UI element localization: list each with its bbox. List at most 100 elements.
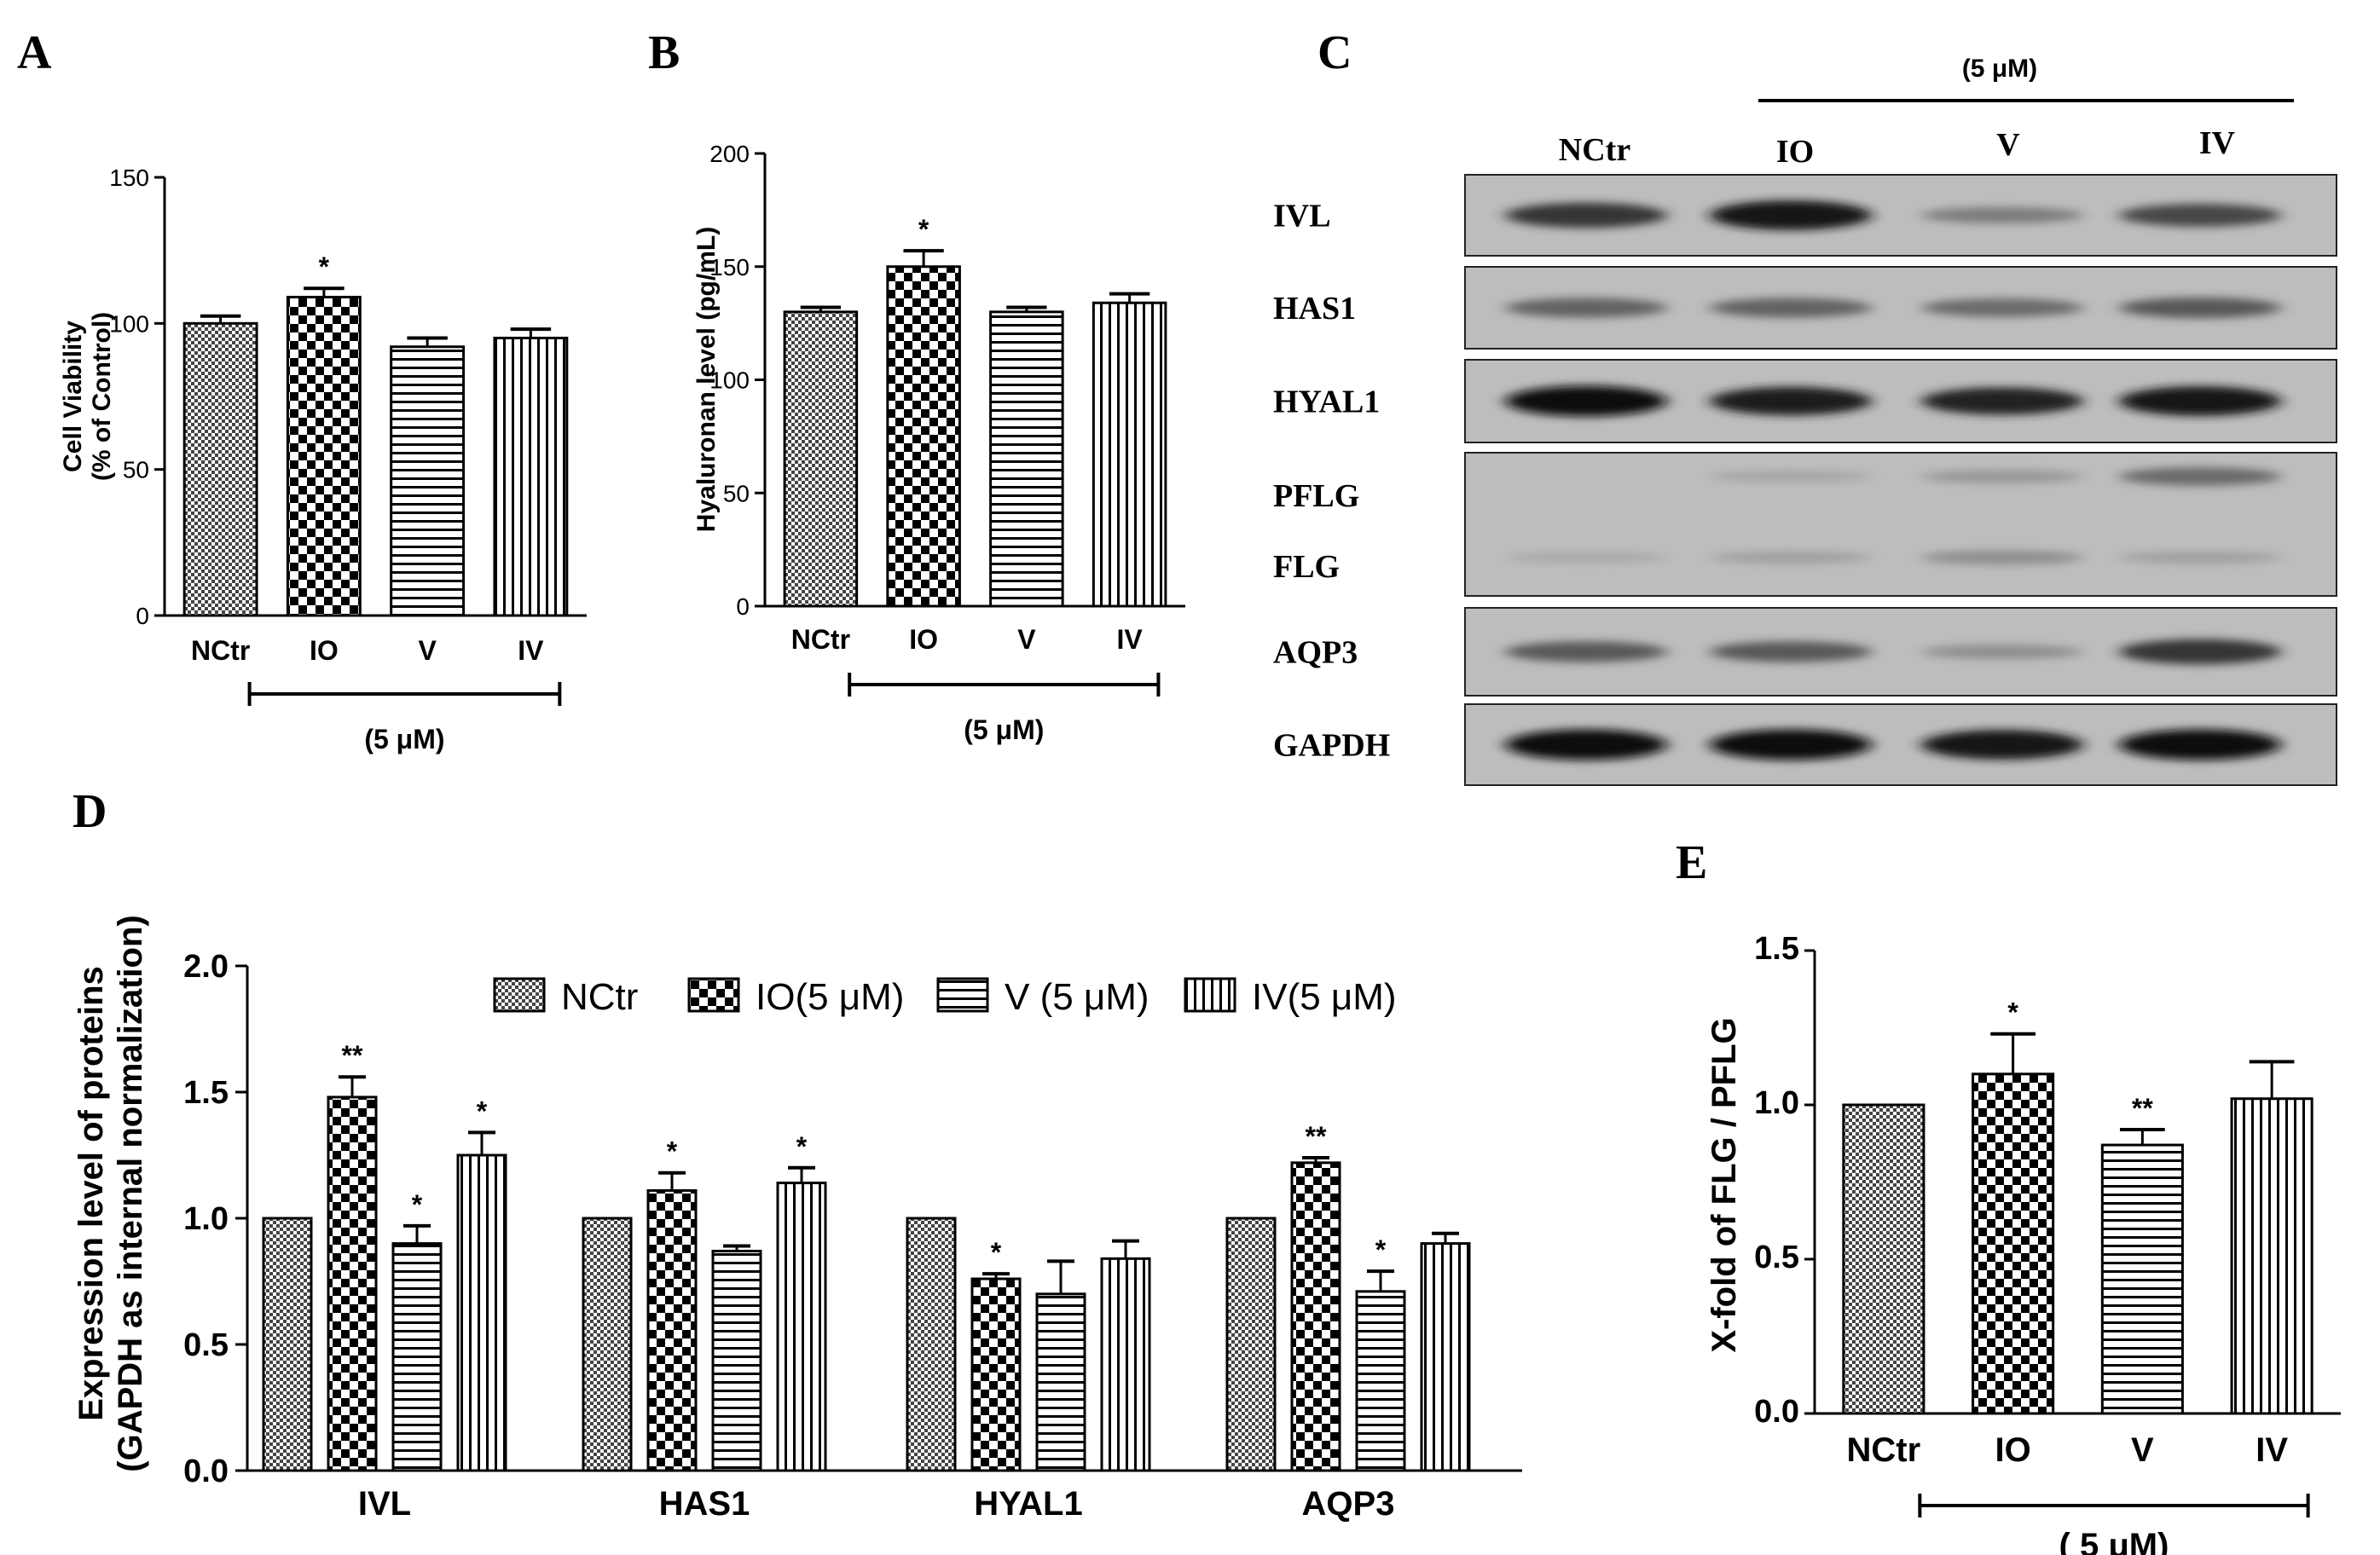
blot-band-has1-iv: [2119, 297, 2281, 319]
blot-strip-5: [1464, 703, 2337, 786]
blot-band-hyal1-iv: [2119, 386, 2281, 416]
legend-item-1: IO(5 μM): [687, 976, 904, 1018]
y-axis-title: X-fold of FLG / PFLG: [1705, 1017, 1743, 1352]
blot-band-hyal1-io: [1710, 386, 1872, 416]
legend-swatch: [936, 977, 989, 1013]
blot-band-ivl-io: [1710, 200, 1872, 230]
chart-b-hyaluronan: 0 50 100 150 200 NCtr * IO V IV (5 μM) Hyaluronan l…: [692, 141, 1185, 745]
bar-ivl-series-2: [391, 1242, 443, 1472]
y-axis-title-line2: (% of Control): [88, 312, 116, 481]
legend-swatch: [687, 977, 740, 1013]
y-tick-label: 0.0: [1754, 1394, 1799, 1430]
bar-iv: [1092, 301, 1167, 608]
x-category-label: IV: [2255, 1431, 2288, 1469]
blot-band-has1-io: [1710, 298, 1872, 318]
blot-band-has1-v: [1921, 298, 2083, 317]
y-tick-label: 1.5: [183, 1075, 229, 1111]
chart-e-flg-pflg-ratio: 0.0 0.5 1.0 1.5 NCtr * IO ** V IV ( 5 μM) X-fold of…: [1705, 931, 2341, 1555]
bar-nctr: [182, 321, 258, 617]
bar-v: [989, 310, 1064, 608]
legend-swatch: [1184, 977, 1236, 1013]
significance-mark: *: [2007, 997, 2018, 1028]
y-tick-label: 0.5: [183, 1327, 229, 1363]
blot-row-label-gapdh: GAPDH: [1273, 728, 1390, 764]
western-blot: (5 μM) NCtr IO V IV IVL HAS1 HYAL1 PFLG FLG A…: [1273, 55, 2337, 786]
blot-band-ivl-nctr: [1505, 202, 1667, 228]
legend-item-2: V (5 μM): [936, 976, 1149, 1018]
legend-item-0: NCtr: [493, 976, 638, 1018]
bar-hyal1-series-1: [970, 1277, 1022, 1472]
x-category-label: IO: [909, 624, 938, 655]
x-category-label: V: [1017, 624, 1036, 655]
bar-aqp3-series-3: [1420, 1242, 1471, 1472]
blot-band-has1-nctr: [1505, 298, 1667, 318]
blot-row-label-flg: FLG: [1273, 549, 1340, 585]
blot-band-flg-io: [1710, 552, 1872, 564]
legend-label: IO(5 μM): [756, 976, 904, 1018]
bar-has1-series-3: [776, 1182, 827, 1472]
y-tick-label: 1.0: [183, 1201, 229, 1237]
treatment-bracket-label: ( 5 μM): [2059, 1527, 2169, 1555]
blot-band-gapdh-io: [1710, 729, 1872, 760]
y-tick-label: 200: [709, 141, 750, 167]
significance-mark: *: [667, 1136, 678, 1167]
y-axis-title-line2: (GAPDH as internal normalization): [112, 915, 149, 1471]
blot-lane-label-iv: IV: [2199, 125, 2236, 161]
blot-row-label-aqp3: AQP3: [1273, 635, 1358, 671]
x-category-label: IO: [1995, 1431, 2031, 1469]
bar-nctr: [1842, 1103, 1925, 1415]
bar-nctr: [783, 310, 859, 608]
x-category-label: HYAL1: [974, 1485, 1082, 1523]
blot-lane-label-v: V: [1996, 127, 2020, 163]
blot-band-flg-v: [1921, 550, 2083, 565]
blot-lane-label-io: IO: [1776, 134, 1814, 170]
x-category-label: IVL: [358, 1485, 411, 1523]
bar-v: [390, 345, 466, 617]
blot-band-flg-iv: [2119, 552, 2281, 564]
bar-hyal1-series-0: [906, 1217, 957, 1472]
blot-band-pflg-v: [1921, 470, 2083, 483]
y-tick-label: 50: [123, 457, 149, 483]
legend-label: NCtr: [561, 976, 638, 1018]
blot-band-gapdh-nctr: [1505, 729, 1667, 760]
bar-v: [2100, 1143, 2184, 1415]
blot-band-pflg-io: [1710, 471, 1872, 483]
legend-swatch: [493, 977, 546, 1013]
bar-ivl-series-3: [456, 1153, 507, 1472]
x-category-label: HAS1: [659, 1485, 750, 1523]
significance-mark: *: [319, 251, 330, 282]
bar-hyal1-series-2: [1035, 1292, 1086, 1472]
bar-aqp3-series-1: [1290, 1161, 1341, 1472]
panel-letter-d: D: [72, 785, 107, 838]
blot-band-hyal1-nctr: [1505, 385, 1667, 417]
blot-band-ivl-v: [1921, 206, 2083, 224]
blot-band-ivl-iv: [2119, 204, 2281, 227]
y-tick-label: 50: [723, 480, 750, 506]
blot-band-gapdh-v: [1921, 730, 2083, 760]
panel-letter-a: A: [17, 26, 52, 79]
significance-mark: *: [477, 1095, 488, 1126]
y-tick-label: 1.5: [1754, 931, 1799, 967]
legend-item-3: IV(5 μM): [1184, 976, 1397, 1018]
blot-strip-4: [1464, 607, 2337, 697]
blot-band-gapdh-iv: [2119, 729, 2281, 760]
y-tick-label: 100: [109, 310, 149, 337]
y-axis-title-line1: Cell Viability: [59, 321, 87, 472]
x-category-label: V: [2131, 1431, 2154, 1469]
treatment-bracket-label: (5 μM): [964, 714, 1044, 745]
y-tick-label: 0.0: [183, 1454, 229, 1489]
significance-mark: *: [796, 1131, 808, 1162]
bar-ivl-series-0: [262, 1217, 313, 1472]
blot-strip-3: [1464, 452, 2337, 597]
blot-strip-0: [1464, 174, 2337, 257]
bar-aqp3-series-2: [1355, 1290, 1406, 1472]
y-tick-label: 150: [709, 254, 750, 280]
blot-band-pflg-iv: [2119, 467, 2281, 486]
blot-row-label-has1: HAS1: [1273, 291, 1356, 327]
blot-row-label-hyal1: HYAL1: [1273, 384, 1380, 420]
blot-lane-label-nctr: NCtr: [1559, 132, 1631, 168]
significance-mark: *: [991, 1237, 1002, 1268]
x-category-label: NCtr: [791, 624, 850, 655]
bar-iv: [2230, 1097, 2313, 1415]
